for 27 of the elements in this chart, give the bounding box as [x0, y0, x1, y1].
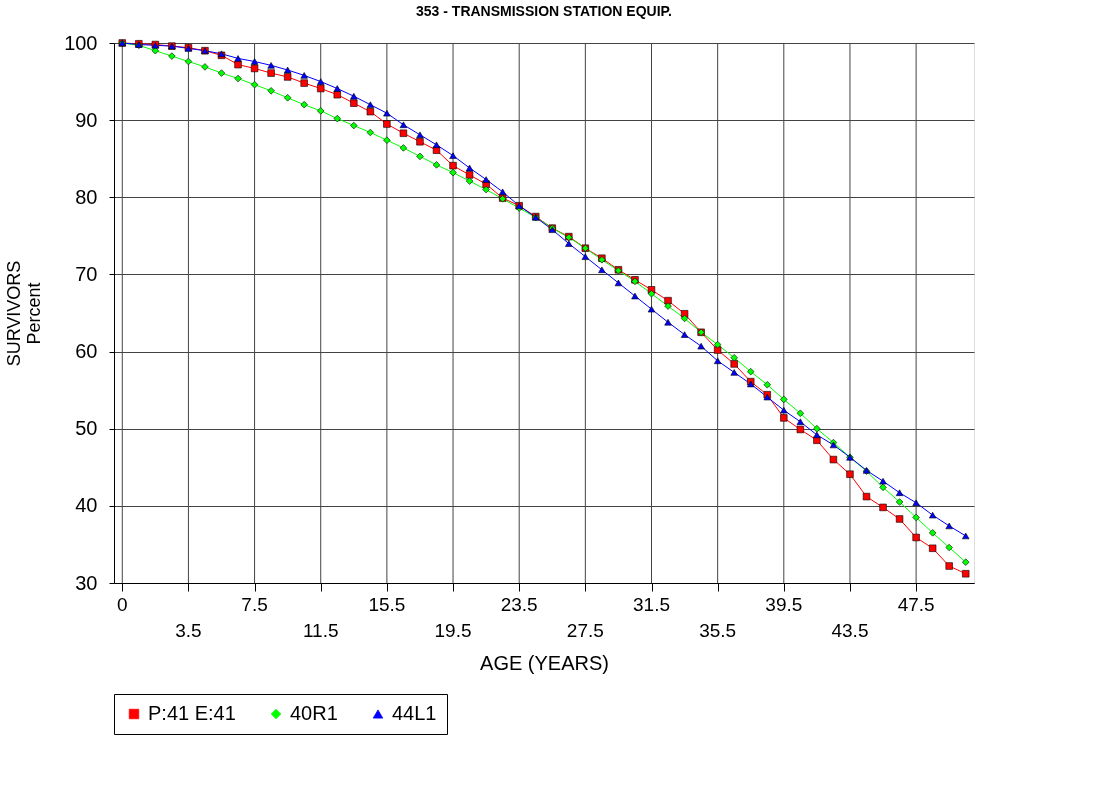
- y-tick-label: 100: [64, 31, 98, 54]
- legend-label: 44L1: [392, 702, 437, 724]
- x-tick-label: 39.5: [765, 594, 803, 615]
- y-tick-label: 90: [75, 108, 98, 131]
- y-tick-label: 80: [75, 185, 98, 208]
- x-tick-label: 0: [116, 594, 128, 615]
- y-tick-label: 30: [75, 571, 98, 594]
- x-tick-label: 27.5: [566, 620, 604, 641]
- x-tick-label: 43.5: [831, 620, 869, 641]
- y-tick-label: 70: [75, 262, 98, 285]
- x-tick-label: 19.5: [434, 620, 472, 641]
- x-tick-label: 15.5: [368, 594, 406, 615]
- y-tick-label: 40: [75, 494, 98, 517]
- legend-label: 40R1: [290, 702, 338, 724]
- x-tick-label: 31.5: [633, 594, 670, 615]
- y-axis-title: SURVIVORS Percent: [4, 260, 45, 367]
- x-tick-label: 35.5: [699, 620, 737, 641]
- legend-label: P:41 E:41: [148, 702, 236, 724]
- x-tick-label: 7.5: [241, 594, 268, 615]
- x-tick-label: 3.5: [175, 620, 202, 641]
- y-tick-label: 60: [75, 340, 98, 363]
- x-tick-label: 47.5: [897, 594, 935, 615]
- chart-title: 353 - TRANSMISSION STATION EQUIP.: [416, 3, 672, 19]
- x-tick-label: 11.5: [302, 620, 339, 641]
- x-tick-label: 23.5: [500, 594, 538, 615]
- y-tick-label: 50: [75, 417, 98, 440]
- x-axis-title: AGE (YEARS): [480, 652, 609, 674]
